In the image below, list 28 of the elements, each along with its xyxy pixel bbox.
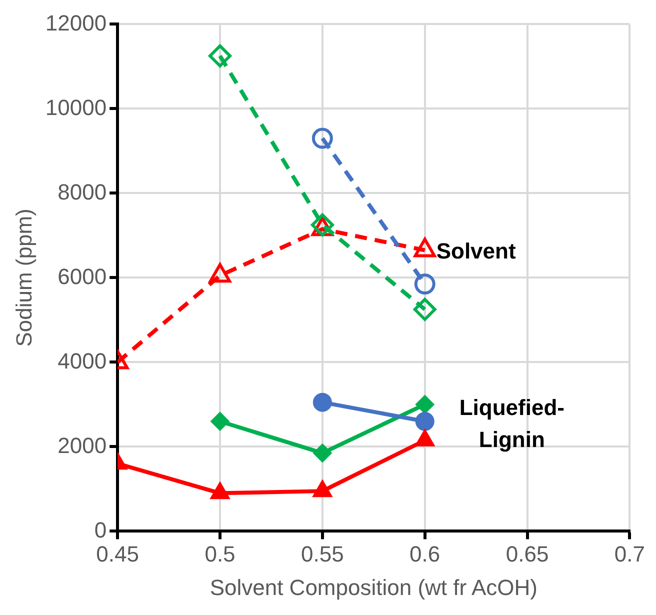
y-tick-label: 10000 <box>45 94 107 120</box>
annotation: Solvent <box>436 238 516 264</box>
point <box>414 428 435 446</box>
y-axis-title: Sodium (ppm) <box>11 208 36 347</box>
annotation: Liquefied-Lignin <box>459 394 564 452</box>
y-tick-label: 6000 <box>58 264 107 289</box>
x-tick-label: 0.45 <box>96 541 139 566</box>
point <box>208 44 232 68</box>
point <box>415 394 434 414</box>
x-tick-label: 0.55 <box>301 541 344 566</box>
y-tick-label: 2000 <box>58 432 107 458</box>
y-tick-label: 12000 <box>45 10 107 36</box>
point <box>414 274 436 295</box>
point <box>413 298 436 321</box>
y-tick-label: 8000 <box>58 179 107 204</box>
x-tick-label: 0.65 <box>506 541 549 566</box>
y-tick-label: 4000 <box>58 348 107 374</box>
x-axis-title: Solvent Composition (wt fr AcOH) <box>210 574 538 600</box>
point <box>312 392 332 412</box>
point <box>210 482 230 500</box>
point <box>415 412 434 431</box>
point <box>312 480 332 498</box>
x-tick-label: 0.5 <box>204 541 236 566</box>
y-tick-label: 0 <box>94 517 107 542</box>
point <box>312 128 333 149</box>
point <box>210 412 230 431</box>
x-tick-label: 0.7 <box>614 541 646 566</box>
x-tick-label: 0.6 <box>410 541 440 566</box>
